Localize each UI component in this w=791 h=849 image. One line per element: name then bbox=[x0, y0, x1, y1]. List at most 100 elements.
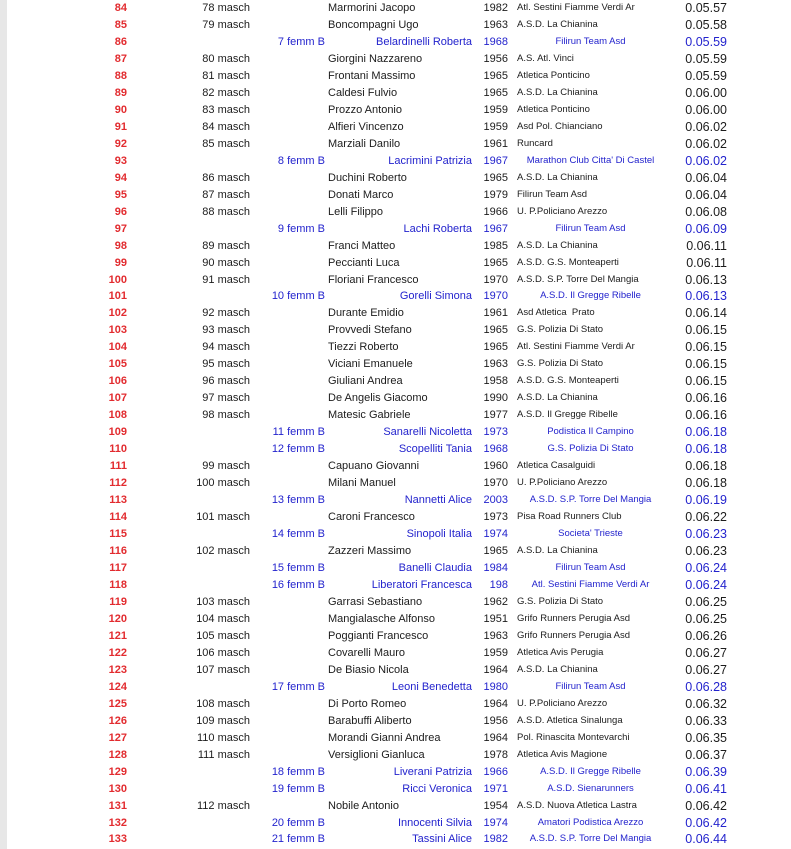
result-row: 97 9 femm B Lachi Roberta 1967 Filirun Team … bbox=[0, 221, 791, 238]
name-cell: Leoni Benedetta bbox=[391, 680, 472, 693]
year-cell: 1962 bbox=[483, 595, 508, 608]
time-cell: 0.06.11 bbox=[686, 255, 727, 270]
year-cell: 1974 bbox=[483, 816, 508, 829]
rank-cell: 104 bbox=[108, 341, 127, 354]
club-cell: A.S.D. S.P. Torre Del Mangia bbox=[529, 494, 652, 506]
result-row: 123 107 masch De Biasio Nicola 1964 A.S.D. L… bbox=[0, 662, 791, 679]
category-male-cell: 99 masch bbox=[202, 460, 250, 473]
time-cell: 0.06.24 bbox=[685, 560, 727, 575]
rank-cell: 120 bbox=[108, 612, 127, 625]
rank-cell: 100 bbox=[108, 273, 127, 286]
name-cell: Floriani Francesco bbox=[328, 273, 419, 286]
result-row: 110 12 femm B Scopelliti Tania 1968 G.S. Pol… bbox=[0, 441, 791, 458]
result-row: 101 10 femm B Gorelli Simona 1970 A.S.D. Il … bbox=[0, 288, 791, 305]
time-cell: 0.06.41 bbox=[685, 781, 727, 796]
time-cell: 0.06.14 bbox=[685, 306, 727, 321]
time-cell: 0.06.18 bbox=[685, 442, 727, 457]
rank-cell: 93 bbox=[114, 154, 127, 167]
year-cell: 1951 bbox=[483, 612, 508, 625]
club-cell: Filirun Team Asd bbox=[555, 35, 626, 47]
category-male-cell: 86 masch bbox=[202, 171, 250, 184]
club-cell: Grifo Runners Perugia Asd bbox=[517, 629, 631, 641]
category-male-cell: 85 masch bbox=[202, 137, 250, 150]
time-cell: 0.05.59 bbox=[685, 34, 727, 49]
time-cell: 0.06.02 bbox=[685, 136, 727, 151]
category-male-cell: 80 masch bbox=[202, 52, 250, 65]
time-cell: 0.06.18 bbox=[685, 459, 727, 474]
club-cell: Filirun Team Asd bbox=[555, 222, 626, 234]
club-cell: A.S.D. Il Gregge Ribelle bbox=[540, 765, 641, 777]
club-cell: U. P.Policiano Arezzo bbox=[517, 697, 608, 709]
category-male-cell: 91 masch bbox=[202, 273, 250, 286]
time-cell: 0.06.25 bbox=[685, 594, 727, 609]
year-cell: 1968 bbox=[483, 35, 508, 48]
category-male-cell: 95 masch bbox=[202, 358, 250, 371]
category-female-cell: 9 femm B bbox=[277, 222, 325, 235]
year-cell: 1978 bbox=[483, 748, 508, 761]
year-cell: 1990 bbox=[483, 392, 508, 405]
rank-cell: 115 bbox=[109, 528, 127, 541]
result-row: 104 94 masch Tiezzi Roberto 1965 Atl. Sestin… bbox=[0, 339, 791, 356]
result-row: 120 104 masch Mangialasche Alfonso 1951 Grif… bbox=[0, 611, 791, 628]
result-row: 133 21 femm B Tassini Alice 1982 A.S.D. S.P.… bbox=[0, 831, 791, 848]
time-cell: 0.06.08 bbox=[685, 204, 727, 219]
result-row: 130 19 femm B Ricci Veronica 1971 A.S.D. Sie… bbox=[0, 781, 791, 798]
club-cell: Atletica Casalguidi bbox=[517, 460, 596, 472]
year-cell: 1970 bbox=[483, 290, 508, 303]
category-male-cell: 100 masch bbox=[196, 477, 250, 490]
rank-cell: 94 bbox=[114, 171, 127, 184]
year-cell: 1963 bbox=[483, 18, 508, 31]
result-row: 88 81 masch Frontani Massimo 1965 Atletica P… bbox=[0, 68, 791, 85]
time-cell: 0.06.23 bbox=[685, 527, 727, 542]
year-cell: 1959 bbox=[483, 646, 508, 659]
category-male-cell: 94 masch bbox=[202, 341, 250, 354]
club-cell: A.S.D. La Chianina bbox=[517, 239, 598, 251]
year-cell: 1973 bbox=[483, 511, 508, 524]
name-cell: Nobile Antonio bbox=[328, 799, 399, 812]
rank-cell: 122 bbox=[108, 646, 127, 659]
year-cell: 1965 bbox=[483, 69, 508, 82]
name-cell: Milani Manuel bbox=[328, 477, 396, 490]
result-row: 86 7 femm B Belardinelli Roberta 1968 Filiru… bbox=[0, 34, 791, 51]
club-cell: Atl. Sestini Fiamme Verdi Ar bbox=[531, 578, 650, 590]
name-cell: Giuliani Andrea bbox=[328, 375, 403, 388]
club-cell: A.S.D. Nuova Atletica Lastra bbox=[517, 799, 637, 811]
category-female-cell: 7 femm B bbox=[277, 35, 325, 48]
year-cell: 1963 bbox=[483, 629, 508, 642]
name-cell: Caldesi Fulvio bbox=[328, 86, 398, 99]
time-cell: 0.06.35 bbox=[685, 730, 727, 745]
name-cell: Giorgini Nazzareno bbox=[328, 52, 423, 65]
rank-cell: 131 bbox=[108, 799, 127, 812]
result-row: 99 90 masch Peccianti Luca 1965 A.S.D. G.S. … bbox=[0, 255, 791, 272]
club-cell: A.S.D. La Chianina bbox=[517, 171, 598, 183]
year-cell: 1966 bbox=[483, 765, 508, 778]
rank-cell: 86 bbox=[114, 35, 127, 48]
name-cell: Sinopoli Italia bbox=[406, 528, 472, 541]
time-cell: 0.06.44 bbox=[685, 832, 727, 847]
name-cell: Innocenti Silvia bbox=[398, 816, 472, 829]
result-row: 122 106 masch Covarelli Mauro 1959 Atletica … bbox=[0, 645, 791, 662]
name-cell: Marmorini Jacopo bbox=[328, 2, 416, 14]
club-cell: A.S.D. G.S. Monteaperti bbox=[517, 375, 619, 387]
club-cell: G.S. Polizia Di Stato bbox=[517, 358, 604, 370]
rank-cell: 114 bbox=[109, 511, 127, 524]
club-cell: Filirun Team Asd bbox=[555, 680, 626, 692]
time-cell: 0.05.58 bbox=[685, 17, 727, 32]
time-cell: 0.06.42 bbox=[685, 798, 727, 813]
result-row: 96 88 masch Lelli Filippo 1966 U. P.Polician… bbox=[0, 204, 791, 221]
club-cell: Runcard bbox=[517, 137, 553, 149]
rank-cell: 109 bbox=[108, 426, 127, 439]
rank-cell: 98 bbox=[114, 239, 127, 252]
club-cell: A.S.D. Sienarunners bbox=[547, 782, 634, 794]
category-male-cell: 112 masch bbox=[197, 799, 250, 812]
result-row: 111 99 masch Capuano Giovanni 1960 Atletica … bbox=[0, 458, 791, 475]
year-cell: 1965 bbox=[483, 545, 508, 557]
club-cell: Amatori Podistica Arezzo bbox=[537, 816, 644, 828]
name-cell: Nannetti Alice bbox=[404, 494, 472, 507]
category-female-cell: 21 femm B bbox=[271, 833, 325, 846]
category-male-cell: 107 masch bbox=[196, 663, 250, 676]
result-row: 98 89 masch Franci Matteo 1985 A.S.D. La Chi… bbox=[0, 238, 791, 255]
year-cell: 1959 bbox=[483, 103, 508, 116]
rank-cell: 97 bbox=[114, 222, 127, 235]
